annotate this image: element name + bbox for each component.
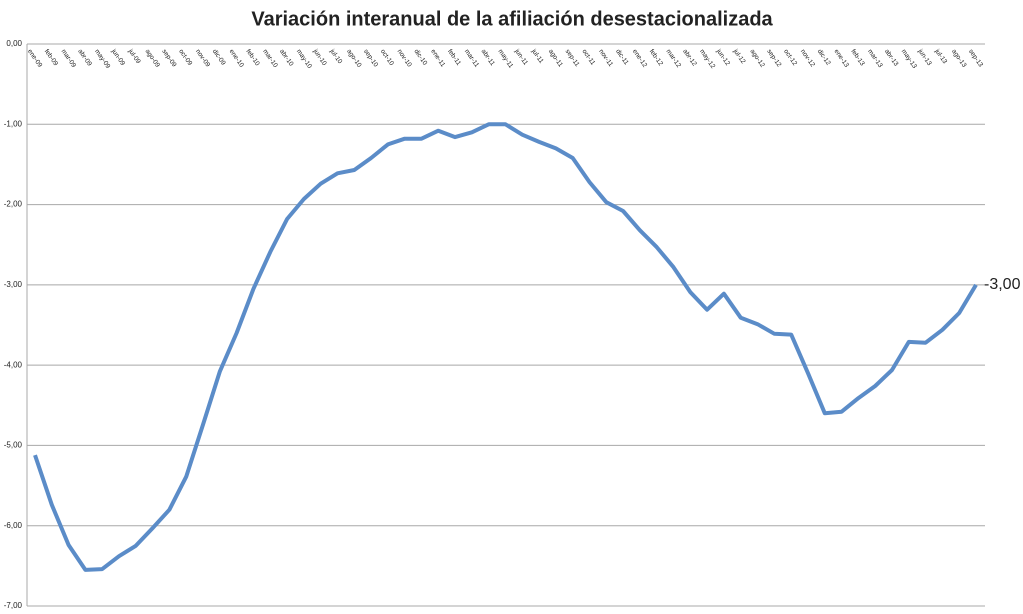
y-tick-label: -4,00 (4, 360, 23, 369)
x-tick-label: nov-10 (396, 48, 413, 69)
x-tick-label: sep-12 (765, 48, 782, 69)
x-tick-label: nov-12 (799, 48, 816, 69)
x-tick-label: jun-11 (513, 47, 530, 67)
x-tick-label: abr-09 (76, 48, 93, 68)
y-tick-label: -1,00 (4, 119, 23, 128)
x-tick-label: ene-10 (228, 48, 246, 69)
x-tick-label: dic-09 (211, 48, 227, 67)
x-tick-label: ene-12 (631, 48, 649, 69)
x-tick-label: may-10 (295, 48, 313, 70)
y-tick-label: -5,00 (4, 441, 23, 450)
x-tick-label: ago-12 (749, 48, 767, 69)
x-tick-label: jul-11 (529, 47, 544, 65)
x-tick-label: mar-09 (60, 48, 78, 69)
x-tick-label: mar-11 (463, 48, 480, 69)
x-tick-label: feb-10 (244, 48, 261, 67)
x-tick-label: oct-11 (580, 48, 596, 67)
x-tick-label: ene-11 (429, 48, 446, 69)
x-tick-label: oct-10 (379, 48, 395, 67)
x-tick-label: may-11 (496, 48, 514, 70)
x-tick-label: jul-10 (328, 47, 344, 65)
x-tick-label: dic-12 (816, 48, 832, 67)
x-tick-label: may-09 (93, 48, 111, 70)
x-tick-label: ago-10 (345, 48, 363, 69)
x-tick-label: abr-10 (278, 48, 295, 68)
x-tick-label: jul-12 (731, 47, 747, 65)
x-tick-label: dic-10 (412, 48, 428, 67)
data-line (33, 122, 978, 572)
x-tick-label: ago-09 (144, 48, 162, 69)
x-tick-label: may-13 (900, 48, 918, 70)
x-tick-label: feb-09 (43, 48, 60, 67)
x-tick-label: jun-13 (916, 47, 933, 67)
x-tick-label: feb-11 (446, 48, 462, 67)
value-label: -3,00 (984, 276, 1021, 293)
y-tick-label: 0,00 (6, 39, 22, 48)
x-tick-label: feb-13 (849, 48, 866, 67)
x-tick-label: dic-11 (614, 48, 630, 66)
x-tick-label: oct-12 (782, 48, 798, 67)
x-tick-label: nov-11 (597, 48, 614, 68)
x-tick-label: ene-13 (833, 48, 851, 69)
x-tick-label: jun-10 (311, 47, 328, 67)
x-tick-label: may-12 (698, 48, 716, 70)
y-tick-label: -7,00 (4, 601, 23, 610)
x-tick-label: ago-11 (547, 48, 564, 69)
x-tick-label: sep-10 (362, 48, 379, 69)
x-tick-label: abr-11 (480, 48, 496, 67)
x-tick-label: ene-09 (26, 48, 44, 69)
x-tick-label: jun-12 (714, 47, 731, 67)
chart-title: Variación interanual de la afiliación de… (251, 8, 773, 30)
x-tick-label: mar-13 (866, 48, 884, 69)
x-tick-label: nov-09 (194, 48, 211, 69)
x-tick-label: jun-09 (109, 47, 126, 67)
x-tick-label: mar-10 (261, 48, 279, 69)
x-tick-label: jul-09 (126, 47, 142, 65)
x-tick-label: sep-13 (967, 48, 984, 69)
y-tick-label: -2,00 (4, 200, 23, 209)
y-tick-label: -6,00 (4, 521, 23, 530)
x-tick-label: abr-12 (681, 48, 698, 68)
x-tick-label: oct-09 (177, 48, 193, 67)
x-tick-label: sep-09 (160, 48, 177, 69)
x-tick-label: sep-11 (564, 48, 581, 68)
x-tick-label: abr-13 (883, 48, 900, 68)
x-tick-label: ago-13 (950, 48, 968, 69)
x-tick-label: mar-12 (664, 48, 682, 69)
y-tick-label: -3,00 (4, 280, 23, 289)
x-tick-label: jul-13 (933, 47, 949, 65)
x-tick-label: feb-12 (648, 48, 665, 67)
